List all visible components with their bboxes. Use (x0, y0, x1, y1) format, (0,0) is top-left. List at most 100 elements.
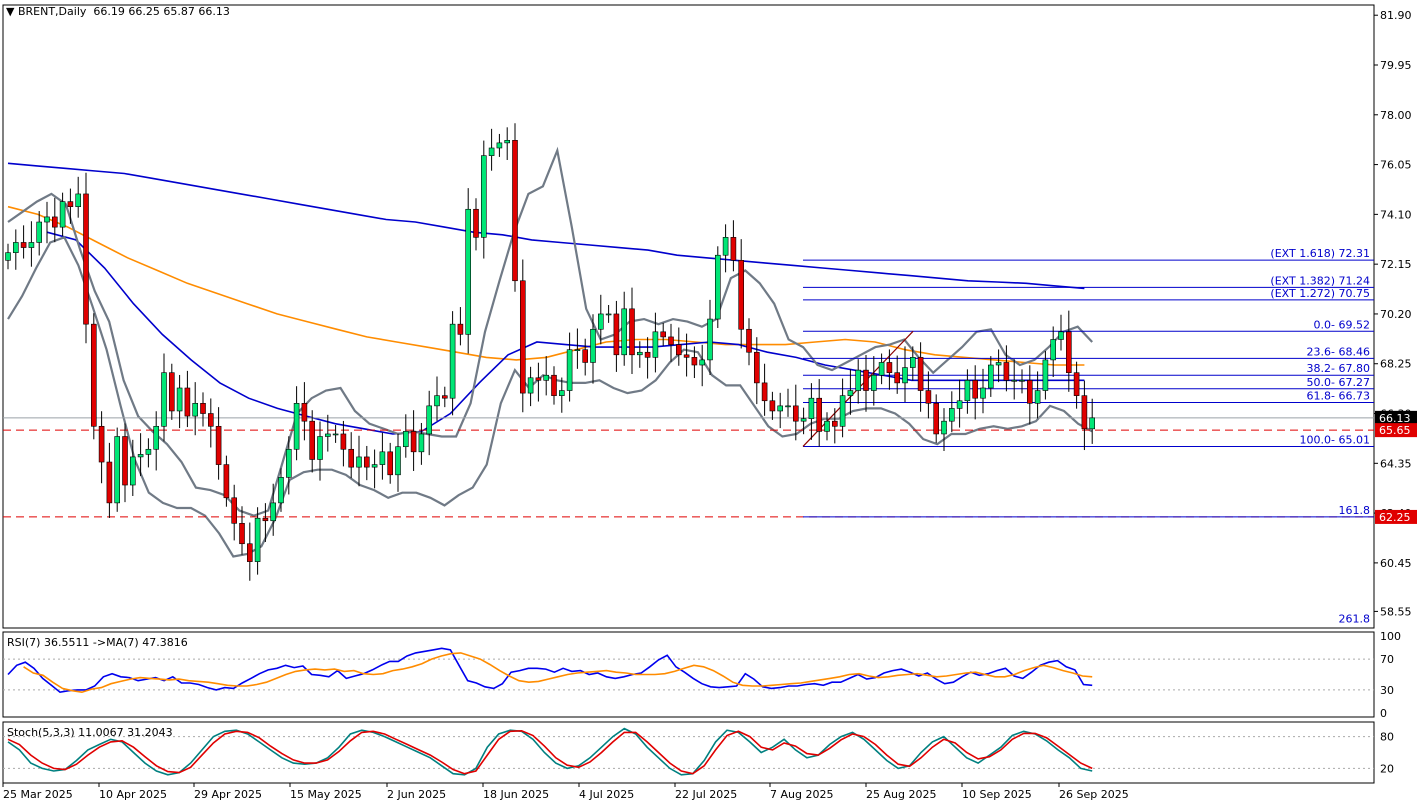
candle-body (590, 328, 596, 363)
candle (668, 323, 674, 362)
candle (402, 414, 409, 458)
panel-border-2 (2, 721, 1375, 784)
rsi-ma-line (23, 652, 1093, 694)
candle-body (636, 351, 643, 356)
fib-label: 261.8 (1339, 612, 1371, 625)
candle (691, 346, 698, 379)
sma50-line (46, 231, 1085, 435)
candle (332, 425, 339, 443)
candle-body (863, 369, 869, 391)
candle (44, 201, 50, 244)
date-label: 10 Apr 2025 (99, 788, 167, 801)
candle (1089, 398, 1095, 444)
date-label: 25 Aug 2025 (866, 788, 936, 801)
candle-body (761, 382, 768, 402)
price-tick-label: 81.90 (1380, 9, 1412, 22)
rsi-tick-label: 30 (1380, 684, 1394, 697)
date-label: 2 Jun 2025 (387, 788, 446, 801)
candle (75, 176, 81, 218)
candle-body (340, 433, 347, 450)
price-tick-label: 58.55 (1380, 605, 1412, 618)
candle (247, 522, 253, 581)
candle (894, 355, 901, 394)
candle (566, 332, 573, 402)
candle-body (106, 461, 113, 504)
candle-body (114, 436, 120, 504)
candle-body (730, 237, 737, 261)
candle-body (473, 208, 479, 238)
candle-body (91, 323, 97, 427)
candle (208, 398, 214, 448)
candle-body (1073, 372, 1080, 396)
candle (839, 378, 846, 438)
candle-body (434, 395, 440, 407)
candle-body (363, 456, 370, 468)
candle (543, 356, 550, 396)
candle (995, 349, 1002, 383)
candle (106, 442, 113, 518)
candle-body (153, 425, 159, 450)
sma200-line (7, 162, 1085, 290)
candle (91, 313, 97, 440)
date-label: 22 Jul 2025 (675, 788, 737, 801)
candle (488, 128, 495, 171)
candle-body (769, 400, 776, 412)
candle-body (223, 464, 230, 499)
candle-body (145, 448, 152, 455)
candle-body (83, 193, 89, 325)
candle (652, 312, 659, 373)
candle (738, 239, 745, 349)
candle-body (613, 313, 620, 356)
candle (730, 220, 737, 272)
candle (824, 412, 830, 441)
candle-body (941, 420, 947, 435)
candle (551, 366, 557, 405)
candle-body (98, 425, 105, 463)
candle (683, 333, 690, 377)
candle-body (886, 362, 893, 373)
level-price-box (1375, 423, 1417, 438)
candle-body (332, 433, 339, 436)
candle-body (824, 420, 830, 432)
candle-body (371, 464, 378, 468)
candle-body (348, 448, 355, 468)
stoch-panel: Stoch(5,3,3) 11.0067 31.2043 (3, 726, 1374, 776)
candle-body (1003, 362, 1010, 381)
candle (800, 407, 807, 435)
candle-body (933, 403, 940, 435)
candle-body (457, 323, 464, 335)
candle (309, 410, 316, 473)
date-label: 26 Sep 2025 (1059, 788, 1129, 801)
candle-body (519, 280, 526, 394)
candle (964, 369, 971, 414)
candle-body (855, 369, 862, 391)
candle (153, 411, 159, 471)
rsi-tick-label: 70 (1380, 653, 1394, 666)
level-price-label: 65.65 (1379, 424, 1411, 437)
candle-body (652, 331, 659, 358)
candle-body (67, 201, 74, 208)
candle (473, 198, 479, 251)
candle (387, 442, 394, 484)
dropdown-arrow-icon[interactable]: ▼ (6, 5, 18, 18)
candle-body (324, 433, 331, 437)
candle (1073, 361, 1080, 409)
candle (223, 455, 230, 507)
candle (902, 346, 908, 403)
candle (870, 356, 877, 406)
candle-body (738, 260, 745, 330)
candle (660, 322, 667, 346)
candle (605, 305, 612, 323)
candle-body (169, 372, 175, 412)
candle-body (512, 140, 518, 282)
candle-body (247, 543, 253, 562)
candle-body (387, 451, 394, 476)
candle-body (59, 201, 66, 228)
candle (285, 436, 292, 495)
candle (184, 370, 191, 428)
candle (13, 229, 19, 270)
candle (980, 368, 986, 414)
candle-body (410, 431, 417, 453)
candle (636, 341, 643, 368)
